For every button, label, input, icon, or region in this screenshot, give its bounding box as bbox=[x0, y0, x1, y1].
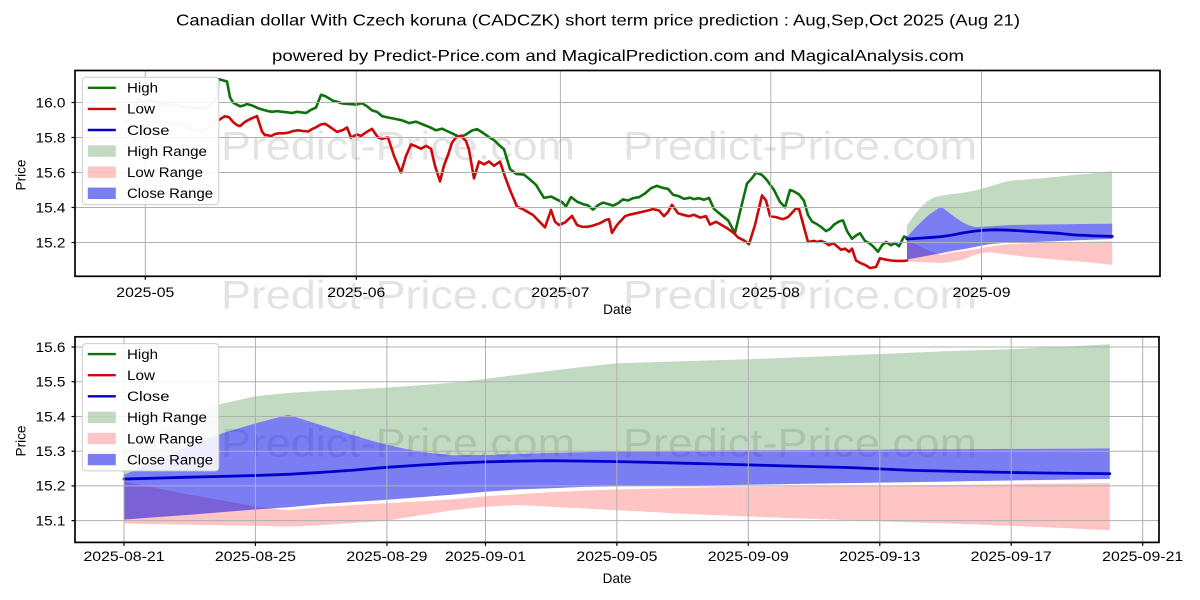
svg-text:Low: Low bbox=[127, 368, 155, 383]
svg-text:High Range: High Range bbox=[127, 410, 207, 425]
svg-text:Date: Date bbox=[603, 302, 632, 317]
svg-text:16.0: 16.0 bbox=[36, 95, 66, 110]
svg-text:15.5: 15.5 bbox=[36, 375, 66, 390]
svg-text:Low Range: Low Range bbox=[127, 165, 203, 180]
svg-text:Predict-Price.com: Predict-Price.com bbox=[623, 273, 977, 317]
svg-text:2025-09-05: 2025-09-05 bbox=[576, 549, 657, 564]
svg-text:Close: Close bbox=[127, 389, 170, 404]
svg-text:High Range: High Range bbox=[127, 144, 207, 159]
svg-text:Date: Date bbox=[603, 571, 632, 586]
svg-text:Close Range: Close Range bbox=[127, 186, 213, 201]
svg-text:Close: Close bbox=[127, 123, 170, 138]
svg-text:Predict-Price.com: Predict-Price.com bbox=[221, 273, 575, 317]
svg-text:Predict-Price.com: Predict-Price.com bbox=[623, 125, 977, 169]
svg-text:15.6: 15.6 bbox=[36, 340, 66, 355]
svg-text:2025-08-21: 2025-08-21 bbox=[84, 549, 165, 564]
svg-text:2025-09-21: 2025-09-21 bbox=[1102, 549, 1183, 564]
svg-text:Predict-Price.com: Predict-Price.com bbox=[221, 125, 575, 169]
svg-text:2025-08-29: 2025-08-29 bbox=[346, 549, 427, 564]
svg-text:15.6: 15.6 bbox=[36, 165, 66, 180]
svg-text:2025-07: 2025-07 bbox=[531, 285, 589, 300]
svg-text:2025-05: 2025-05 bbox=[116, 285, 174, 300]
svg-text:2025-06: 2025-06 bbox=[327, 285, 385, 300]
svg-text:2025-08-25: 2025-08-25 bbox=[215, 549, 296, 564]
svg-text:15.1: 15.1 bbox=[36, 513, 66, 528]
svg-text:15.4: 15.4 bbox=[36, 409, 67, 424]
svg-text:powered by Predict-Price.com a: powered by Predict-Price.com and Magical… bbox=[272, 48, 964, 65]
svg-text:15.2: 15.2 bbox=[36, 235, 66, 250]
svg-text:Canadian dollar With Czech kor: Canadian dollar With Czech koruna (CADCZ… bbox=[176, 13, 1020, 30]
svg-text:Close Range: Close Range bbox=[127, 452, 213, 467]
svg-text:Low: Low bbox=[127, 102, 155, 117]
svg-text:15.4: 15.4 bbox=[36, 200, 67, 215]
svg-text:High: High bbox=[127, 347, 158, 362]
svg-text:2025-09-01: 2025-09-01 bbox=[445, 549, 526, 564]
svg-text:Low Range: Low Range bbox=[127, 431, 203, 446]
svg-text:Price: Price bbox=[14, 160, 29, 191]
svg-text:Price: Price bbox=[14, 426, 29, 457]
svg-text:2025-08: 2025-08 bbox=[742, 285, 800, 300]
svg-text:2025-09-13: 2025-09-13 bbox=[839, 549, 920, 564]
svg-text:High: High bbox=[127, 81, 158, 96]
svg-text:15.3: 15.3 bbox=[36, 444, 66, 459]
svg-text:2025-09-09: 2025-09-09 bbox=[708, 549, 789, 564]
svg-text:2025-09: 2025-09 bbox=[953, 285, 1011, 300]
svg-text:2025-09-17: 2025-09-17 bbox=[971, 549, 1052, 564]
svg-text:15.2: 15.2 bbox=[36, 479, 66, 494]
svg-text:15.8: 15.8 bbox=[36, 130, 66, 145]
